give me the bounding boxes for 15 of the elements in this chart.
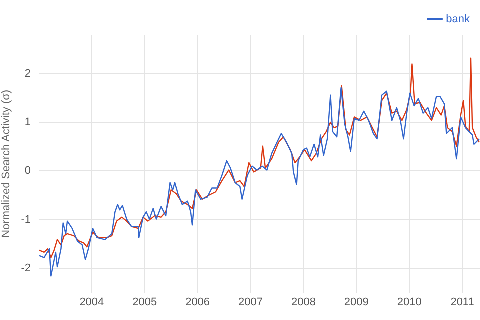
x-tick-label: 2009 [344,296,369,308]
y-tick-label: -2 [21,262,31,275]
y-axis-title: Normalized Search Activity (σ) [0,90,13,238]
x-tick-label: 2006 [186,296,210,308]
x-tick-label: 2007 [238,296,263,308]
x-tick-label: 2011 [450,296,474,308]
y-tick-label: -1 [21,214,31,226]
x-tick-label: 2004 [80,296,104,308]
x-tick-label: 2010 [397,296,422,308]
y-tick-label: 0 [24,165,31,178]
x-tick-label: 2008 [291,296,316,308]
x-tick-label: 2005 [132,296,158,308]
y-tick-label: 1 [24,116,31,129]
y-tick-label: 2 [24,68,31,80]
legend-label: bank [446,14,470,26]
